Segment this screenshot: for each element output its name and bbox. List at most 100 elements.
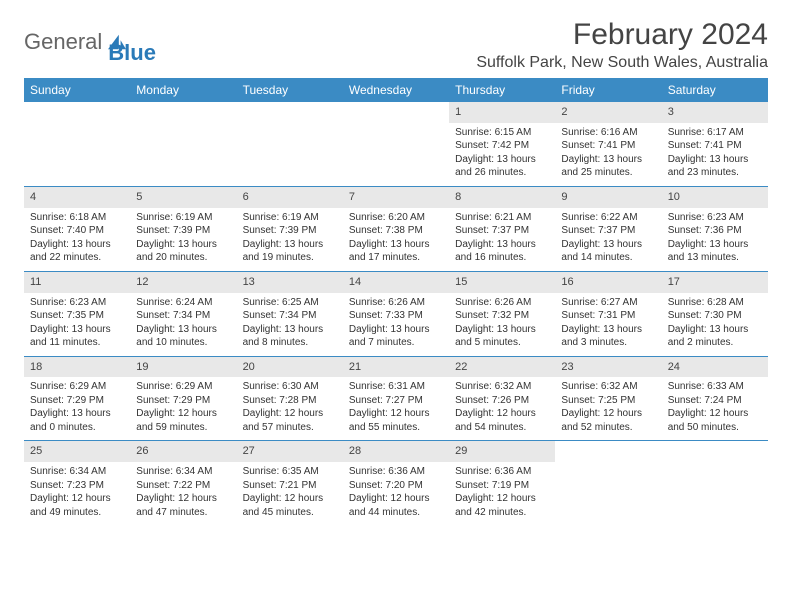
sunset-text: Sunset: 7:29 PM: [136, 394, 230, 408]
day-cell: 29Sunrise: 6:36 AMSunset: 7:19 PMDayligh…: [449, 441, 555, 525]
daylight-line1: Daylight: 12 hours: [561, 407, 655, 421]
daylight-line2: and 26 minutes.: [455, 166, 549, 180]
day-cell: 26Sunrise: 6:34 AMSunset: 7:22 PMDayligh…: [130, 441, 236, 525]
week-row: 1Sunrise: 6:15 AMSunset: 7:42 PMDaylight…: [24, 102, 768, 187]
sunrise-text: Sunrise: 6:32 AM: [561, 380, 655, 394]
daylight-line2: and 0 minutes.: [30, 421, 124, 435]
day-body: Sunrise: 6:18 AMSunset: 7:40 PMDaylight:…: [24, 208, 130, 271]
daylight-line1: Daylight: 13 hours: [561, 323, 655, 337]
sunrise-text: Sunrise: 6:20 AM: [349, 211, 443, 225]
day-cell: [662, 441, 768, 525]
day-cell: 13Sunrise: 6:25 AMSunset: 7:34 PMDayligh…: [237, 272, 343, 356]
sunrise-text: Sunrise: 6:29 AM: [136, 380, 230, 394]
day-number: 14: [343, 272, 449, 293]
day-number: 5: [130, 187, 236, 208]
week-row: 18Sunrise: 6:29 AMSunset: 7:29 PMDayligh…: [24, 357, 768, 442]
sunrise-text: Sunrise: 6:24 AM: [136, 296, 230, 310]
day-number: 1: [449, 102, 555, 123]
daylight-line2: and 2 minutes.: [668, 336, 762, 350]
sunset-text: Sunset: 7:26 PM: [455, 394, 549, 408]
daylight-line1: Daylight: 12 hours: [455, 492, 549, 506]
calendar: SundayMondayTuesdayWednesdayThursdayFrid…: [24, 78, 768, 525]
sunrise-text: Sunrise: 6:36 AM: [349, 465, 443, 479]
day-cell: 24Sunrise: 6:33 AMSunset: 7:24 PMDayligh…: [662, 357, 768, 441]
sunrise-text: Sunrise: 6:23 AM: [668, 211, 762, 225]
week-row: 11Sunrise: 6:23 AMSunset: 7:35 PMDayligh…: [24, 272, 768, 357]
sunset-text: Sunset: 7:19 PM: [455, 479, 549, 493]
daylight-line1: Daylight: 13 hours: [349, 238, 443, 252]
daylight-line2: and 45 minutes.: [243, 506, 337, 520]
day-cell: 14Sunrise: 6:26 AMSunset: 7:33 PMDayligh…: [343, 272, 449, 356]
day-number: [237, 102, 343, 123]
day-body: Sunrise: 6:17 AMSunset: 7:41 PMDaylight:…: [662, 123, 768, 186]
day-header: Friday: [555, 78, 661, 102]
sunrise-text: Sunrise: 6:25 AM: [243, 296, 337, 310]
sunset-text: Sunset: 7:39 PM: [136, 224, 230, 238]
daylight-line2: and 50 minutes.: [668, 421, 762, 435]
day-body: Sunrise: 6:29 AMSunset: 7:29 PMDaylight:…: [130, 377, 236, 440]
day-number: 7: [343, 187, 449, 208]
logo: General Blue: [24, 18, 156, 66]
daylight-line2: and 8 minutes.: [243, 336, 337, 350]
day-cell: 21Sunrise: 6:31 AMSunset: 7:27 PMDayligh…: [343, 357, 449, 441]
sunset-text: Sunset: 7:35 PM: [30, 309, 124, 323]
day-header: Sunday: [24, 78, 130, 102]
day-number: 21: [343, 357, 449, 378]
day-header: Wednesday: [343, 78, 449, 102]
day-cell: 1Sunrise: 6:15 AMSunset: 7:42 PMDaylight…: [449, 102, 555, 186]
sunset-text: Sunset: 7:22 PM: [136, 479, 230, 493]
day-body: Sunrise: 6:34 AMSunset: 7:22 PMDaylight:…: [130, 462, 236, 525]
sunset-text: Sunset: 7:37 PM: [561, 224, 655, 238]
daylight-line2: and 14 minutes.: [561, 251, 655, 265]
daylight-line2: and 17 minutes.: [349, 251, 443, 265]
day-body: Sunrise: 6:33 AMSunset: 7:24 PMDaylight:…: [662, 377, 768, 440]
daylight-line2: and 11 minutes.: [30, 336, 124, 350]
sunrise-text: Sunrise: 6:35 AM: [243, 465, 337, 479]
day-body: Sunrise: 6:29 AMSunset: 7:29 PMDaylight:…: [24, 377, 130, 440]
daylight-line1: Daylight: 13 hours: [668, 238, 762, 252]
day-number: [24, 102, 130, 123]
day-body: Sunrise: 6:20 AMSunset: 7:38 PMDaylight:…: [343, 208, 449, 271]
month-title: February 2024: [476, 18, 768, 52]
sunrise-text: Sunrise: 6:15 AM: [455, 126, 549, 140]
day-cell: 25Sunrise: 6:34 AMSunset: 7:23 PMDayligh…: [24, 441, 130, 525]
day-cell: [130, 102, 236, 186]
day-body: Sunrise: 6:19 AMSunset: 7:39 PMDaylight:…: [237, 208, 343, 271]
daylight-line1: Daylight: 12 hours: [30, 492, 124, 506]
day-cell: 18Sunrise: 6:29 AMSunset: 7:29 PMDayligh…: [24, 357, 130, 441]
day-number: 8: [449, 187, 555, 208]
daylight-line2: and 22 minutes.: [30, 251, 124, 265]
day-cell: 28Sunrise: 6:36 AMSunset: 7:20 PMDayligh…: [343, 441, 449, 525]
logo-text-general: General: [24, 29, 102, 55]
header: General Blue February 2024 Suffolk Park,…: [24, 18, 768, 72]
daylight-line2: and 3 minutes.: [561, 336, 655, 350]
daylight-line1: Daylight: 13 hours: [349, 323, 443, 337]
sunrise-text: Sunrise: 6:27 AM: [561, 296, 655, 310]
sunset-text: Sunset: 7:28 PM: [243, 394, 337, 408]
sunset-text: Sunset: 7:39 PM: [243, 224, 337, 238]
sunrise-text: Sunrise: 6:19 AM: [136, 211, 230, 225]
daylight-line2: and 20 minutes.: [136, 251, 230, 265]
day-body: Sunrise: 6:35 AMSunset: 7:21 PMDaylight:…: [237, 462, 343, 525]
day-body: Sunrise: 6:32 AMSunset: 7:26 PMDaylight:…: [449, 377, 555, 440]
daylight-line2: and 59 minutes.: [136, 421, 230, 435]
daylight-line1: Daylight: 13 hours: [561, 153, 655, 167]
day-body: Sunrise: 6:23 AMSunset: 7:36 PMDaylight:…: [662, 208, 768, 271]
day-number: [662, 441, 768, 462]
sunset-text: Sunset: 7:32 PM: [455, 309, 549, 323]
day-cell: [237, 102, 343, 186]
day-body: Sunrise: 6:31 AMSunset: 7:27 PMDaylight:…: [343, 377, 449, 440]
daylight-line1: Daylight: 13 hours: [243, 323, 337, 337]
sunrise-text: Sunrise: 6:36 AM: [455, 465, 549, 479]
day-number: [130, 102, 236, 123]
sunrise-text: Sunrise: 6:32 AM: [455, 380, 549, 394]
day-header: Saturday: [662, 78, 768, 102]
day-header: Monday: [130, 78, 236, 102]
daylight-line1: Daylight: 13 hours: [30, 407, 124, 421]
daylight-line1: Daylight: 13 hours: [243, 238, 337, 252]
daylight-line1: Daylight: 12 hours: [243, 492, 337, 506]
daylight-line1: Daylight: 13 hours: [668, 153, 762, 167]
day-number: 19: [130, 357, 236, 378]
daylight-line2: and 7 minutes.: [349, 336, 443, 350]
sunrise-text: Sunrise: 6:23 AM: [30, 296, 124, 310]
